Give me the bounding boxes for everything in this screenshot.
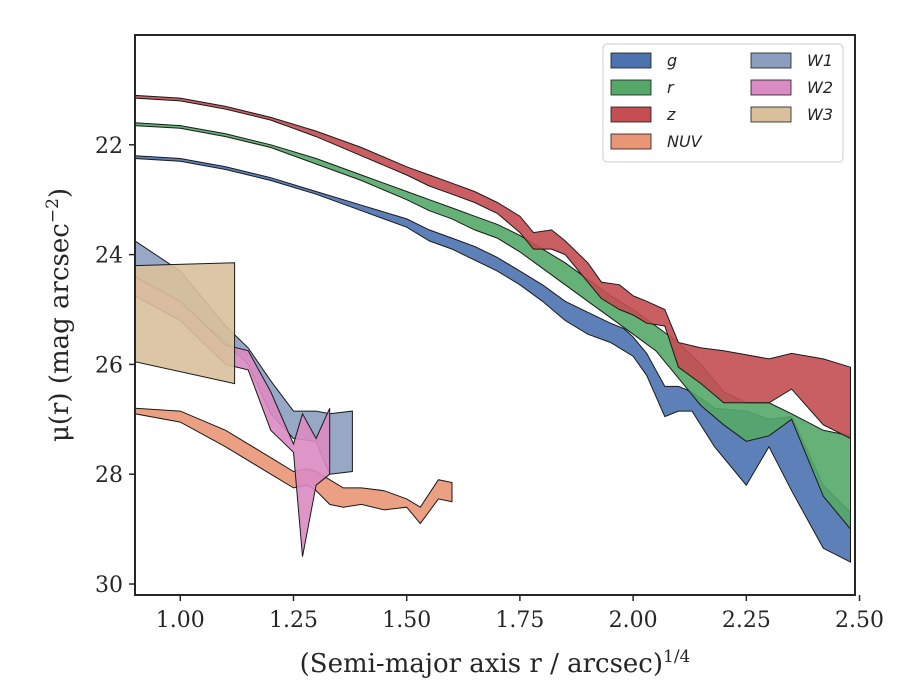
y-tick-label: 24 [95,244,123,269]
legend-swatch-w3 [750,106,792,123]
legend-swatch-z [610,106,652,123]
y-tick-label: 28 [95,463,123,488]
legend: grz NUV W1 W2 W3 [602,43,844,163]
x-axis-label: (Semi-major axis r / arcsec)1/4 [300,647,691,679]
x-axis-label-text: (Semi-major axis r / arcsec) [300,649,663,679]
legend-label-g: g [667,51,677,70]
x-axis-label-superscript: 1/4 [663,647,690,667]
band-w3 [134,262,236,385]
legend-swatch-r [610,79,652,96]
x-tick-label: 2.00 [609,608,658,633]
y-ticks: 22 24 26 28 30 [95,134,135,598]
legend-label-w3: W3 [807,105,833,124]
legend-swatch-w1 [750,52,792,69]
y-axis-label-superscript: −2 [43,198,63,223]
x-tick-label: 2.50 [835,608,884,633]
y-axis-label-text: μ(r) (mag arcsec [45,223,75,442]
legend-box [602,43,844,163]
legend-label-z: z [666,105,676,124]
x-tick-label: 1.00 [156,608,205,633]
legend-swatch-g [610,52,652,69]
band-r [134,122,851,531]
plot-frame [134,34,856,596]
legend-swatch-w2 [750,79,792,96]
x-tick-label: 1.75 [495,608,544,633]
band-z [134,94,851,440]
y-axis-label: μ(r) (mag arcsec−2) [43,188,75,442]
x-tick-label: 1.25 [269,608,318,633]
legend-label-w1: W1 [807,51,833,70]
legend-label-nuv: NUV [667,132,703,151]
y-tick-label: 26 [95,353,123,378]
x-tick-label: 1.50 [382,608,431,633]
y-tick-label: 22 [95,134,123,159]
x-tick-label: 2.25 [722,608,771,633]
legend-label-w2: W2 [807,78,833,97]
y-axis-label-suffix: ) [45,188,75,198]
data-bands [134,94,851,563]
band-g [134,155,851,563]
x-ticks: 1.00 1.25 1.50 1.75 2.00 2.25 2.50 [156,595,884,633]
y-tick-label: 30 [95,573,123,598]
legend-swatch-nuv [610,133,652,150]
legend-label-r: r [667,78,675,97]
